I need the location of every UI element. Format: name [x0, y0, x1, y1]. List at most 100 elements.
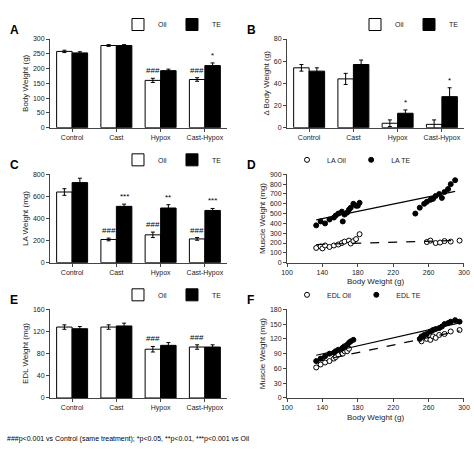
svg-text:120: 120: [33, 328, 45, 335]
svg-text:260: 260: [423, 404, 435, 411]
svg-text:160: 160: [33, 306, 45, 313]
svg-text:B: B: [247, 23, 256, 37]
svg-text:D: D: [247, 158, 256, 172]
svg-text:40: 40: [274, 80, 282, 87]
svg-text:300: 300: [270, 230, 282, 237]
svg-text:*: *: [404, 98, 407, 107]
svg-text:260: 260: [423, 269, 435, 276]
svg-text:600: 600: [270, 200, 282, 207]
svg-text:###p<0.001 vs Control (same tr: ###p<0.001 vs Control (same treatment); …: [7, 435, 249, 443]
svg-text:###: ###: [190, 66, 204, 75]
svg-text:Cast-Hypox: Cast-Hypox: [187, 404, 224, 412]
svg-text:100: 100: [33, 95, 45, 102]
svg-text:700: 700: [270, 190, 282, 197]
svg-text:Control: Control: [298, 134, 321, 141]
svg-text:Control: Control: [61, 134, 84, 141]
svg-text:100: 100: [281, 404, 293, 411]
svg-text:200: 200: [33, 65, 45, 72]
svg-text:Body Weight (g): Body Weight (g): [347, 413, 405, 422]
svg-text:180: 180: [352, 404, 364, 411]
svg-text:Muscle Weight (mg): Muscle Weight (mg): [258, 318, 267, 389]
svg-text:200: 200: [270, 239, 282, 246]
svg-text:Control: Control: [61, 269, 84, 276]
svg-text:Muscle Weight (mg): Muscle Weight (mg): [258, 183, 267, 254]
svg-text:TE: TE: [449, 21, 458, 28]
svg-text:Cast: Cast: [346, 134, 360, 141]
svg-text:120: 120: [270, 335, 282, 342]
svg-text:250: 250: [33, 50, 45, 57]
svg-text:Cast: Cast: [109, 269, 123, 276]
svg-text:0: 0: [278, 124, 282, 131]
svg-text:Oil: Oil: [158, 157, 167, 164]
svg-text:Cast-Hypox: Cast-Hypox: [187, 134, 224, 142]
svg-text:EDL Weight (mg): EDL Weight (mg): [21, 323, 30, 384]
svg-text:220: 220: [387, 269, 399, 276]
svg-text:40: 40: [37, 372, 45, 379]
svg-text:C: C: [10, 158, 19, 172]
svg-text:Cast-Hypox: Cast-Hypox: [424, 134, 461, 142]
svg-text:300: 300: [458, 404, 470, 411]
svg-text:800: 800: [270, 181, 282, 188]
svg-text:LA Weight (mg): LA Weight (mg): [21, 191, 30, 246]
svg-text:50: 50: [37, 109, 45, 116]
svg-text:0: 0: [41, 124, 45, 131]
svg-text:###: ###: [146, 220, 160, 229]
svg-text:Cast-Hypox: Cast-Hypox: [187, 269, 224, 277]
svg-text:Cast: Cast: [109, 134, 123, 141]
svg-text:500: 500: [270, 210, 282, 217]
svg-text:600: 600: [33, 193, 45, 200]
svg-text:***: ***: [120, 192, 129, 201]
svg-text:220: 220: [387, 404, 399, 411]
svg-text:*: *: [448, 76, 451, 85]
svg-text:60: 60: [274, 365, 282, 372]
svg-text:Δ Body Weight (g): Δ Body Weight (g): [262, 51, 271, 116]
svg-text:###: ###: [102, 226, 116, 235]
svg-text:Hypox: Hypox: [151, 404, 171, 412]
svg-text:100: 100: [281, 269, 293, 276]
svg-text:F: F: [247, 293, 254, 307]
svg-text:Oil: Oil: [158, 21, 167, 28]
svg-text:400: 400: [33, 215, 45, 222]
svg-text:###: ###: [190, 226, 204, 235]
svg-text:*: *: [211, 51, 214, 60]
svg-text:E: E: [10, 293, 18, 307]
svg-text:80: 80: [37, 350, 45, 357]
svg-text:LA Oil: LA Oil: [327, 157, 346, 164]
svg-text:TE: TE: [212, 292, 221, 299]
svg-text:Hypox: Hypox: [388, 134, 408, 142]
svg-text:Control: Control: [61, 404, 84, 411]
svg-text:200: 200: [33, 237, 45, 244]
svg-text:**: **: [165, 193, 171, 202]
svg-text:###: ###: [190, 333, 204, 342]
svg-text:Hypox: Hypox: [151, 269, 171, 277]
svg-text:0: 0: [41, 259, 45, 266]
svg-text:90: 90: [274, 350, 282, 357]
svg-text:A: A: [10, 23, 19, 37]
svg-text:***: ***: [208, 196, 217, 205]
svg-text:100: 100: [270, 249, 282, 256]
svg-text:300: 300: [458, 269, 470, 276]
svg-text:EDL TE: EDL TE: [396, 292, 420, 299]
svg-text:180: 180: [270, 306, 282, 313]
svg-text:0: 0: [278, 394, 282, 401]
svg-text:Body Weight (g): Body Weight (g): [347, 277, 405, 286]
svg-text:###: ###: [146, 66, 160, 75]
svg-text:140: 140: [317, 404, 329, 411]
svg-text:TE: TE: [212, 157, 221, 164]
svg-text:0: 0: [278, 259, 282, 266]
svg-text:TE: TE: [212, 21, 221, 28]
svg-text:30: 30: [274, 380, 282, 387]
svg-text:Hypox: Hypox: [151, 134, 171, 142]
svg-text:Oil: Oil: [395, 21, 404, 28]
svg-text:Body Weight (g): Body Weight (g): [21, 54, 30, 112]
svg-text:60: 60: [274, 58, 282, 65]
svg-text:180: 180: [352, 269, 364, 276]
svg-text:150: 150: [33, 80, 45, 87]
svg-text:20: 20: [274, 102, 282, 109]
svg-text:400: 400: [270, 220, 282, 227]
svg-text:###: ###: [146, 334, 160, 343]
svg-text:LA TE: LA TE: [391, 157, 410, 164]
svg-text:EDL Oil: EDL Oil: [327, 292, 351, 299]
svg-text:150: 150: [270, 321, 282, 328]
svg-text:0: 0: [41, 394, 45, 401]
